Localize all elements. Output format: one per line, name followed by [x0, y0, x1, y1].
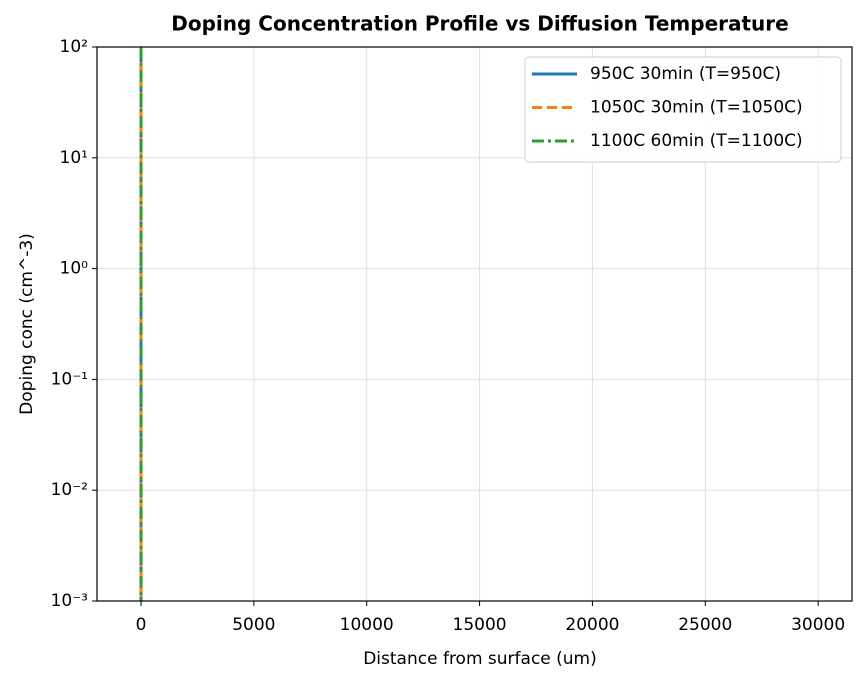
- y-tick-label: 10⁻²: [51, 480, 88, 500]
- x-tick-label: 25000: [678, 615, 732, 635]
- x-tick-label: 20000: [565, 615, 619, 635]
- axes-frame: [96, 46, 853, 602]
- y-tick-label: 10⁻³: [51, 591, 88, 611]
- x-tick-label: 15000: [453, 615, 507, 635]
- y-axis-label: Doping conc (cm^-3): [17, 233, 37, 415]
- legend: 950C 30min (T=950C) 1050C 30min (T=1050C)…: [524, 56, 842, 163]
- x-tick-label: 0: [136, 615, 147, 635]
- legend-label: 1100C 60min (T=1100C): [590, 131, 803, 151]
- ticks: 0 5000 10000 15000 20000 25000 30000 10⁻³ 10⁻² 10…: [51, 37, 846, 635]
- legend-label: 950C 30min (T=950C): [590, 64, 781, 84]
- chart-title: Doping Concentration Profile vs Diffusio…: [171, 12, 788, 36]
- y-tick-label: 10⁻¹: [51, 369, 88, 389]
- legend-label: 1050C 30min (T=1050C): [590, 98, 803, 118]
- y-tick-label: 10²: [60, 37, 88, 57]
- x-axis-label: Distance from surface (um): [363, 649, 597, 669]
- y-tick-label: 10⁰: [60, 259, 89, 279]
- x-tick-label: 10000: [340, 615, 394, 635]
- x-tick-label: 30000: [791, 615, 845, 635]
- legend-box: [524, 56, 842, 163]
- y-tick-label: 10¹: [60, 148, 88, 168]
- x-tick-label: 5000: [232, 615, 275, 635]
